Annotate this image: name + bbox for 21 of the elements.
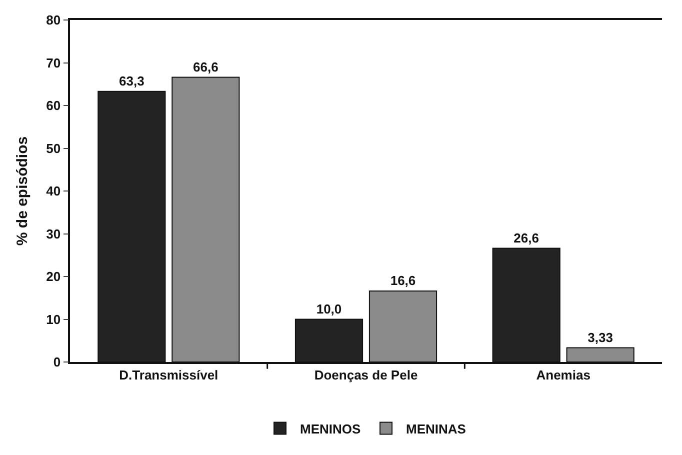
data-label: 3,33 [588,330,613,345]
data-label: 16,6 [390,273,416,288]
y-tick-label: 0 [53,354,61,370]
data-label: 26,6 [514,230,539,246]
y-tick-label: 40 [46,184,61,199]
data-label: 10,0 [316,301,342,316]
data-label: 63,3 [119,73,144,88]
y-tick-label: 20 [46,269,61,284]
data-label: 66,6 [193,59,218,74]
y-tick-label: 80 [46,12,61,28]
x-tick-label: Doenças de Pele [314,367,418,382]
legend-label: MENINAS [406,421,466,436]
y-tick-label: 50 [46,140,61,156]
y-tick-label: 10 [46,312,61,327]
y-axis-title: % de episódios [14,136,31,246]
y-tick-label: 30 [46,226,61,242]
x-tick-label: D.Transmissível [119,367,218,382]
x-tick-label: Anemias [536,367,590,382]
y-tick-label: 70 [46,55,61,70]
y-tick-label: 60 [46,98,61,114]
legend-label: MENINOS [300,421,361,436]
